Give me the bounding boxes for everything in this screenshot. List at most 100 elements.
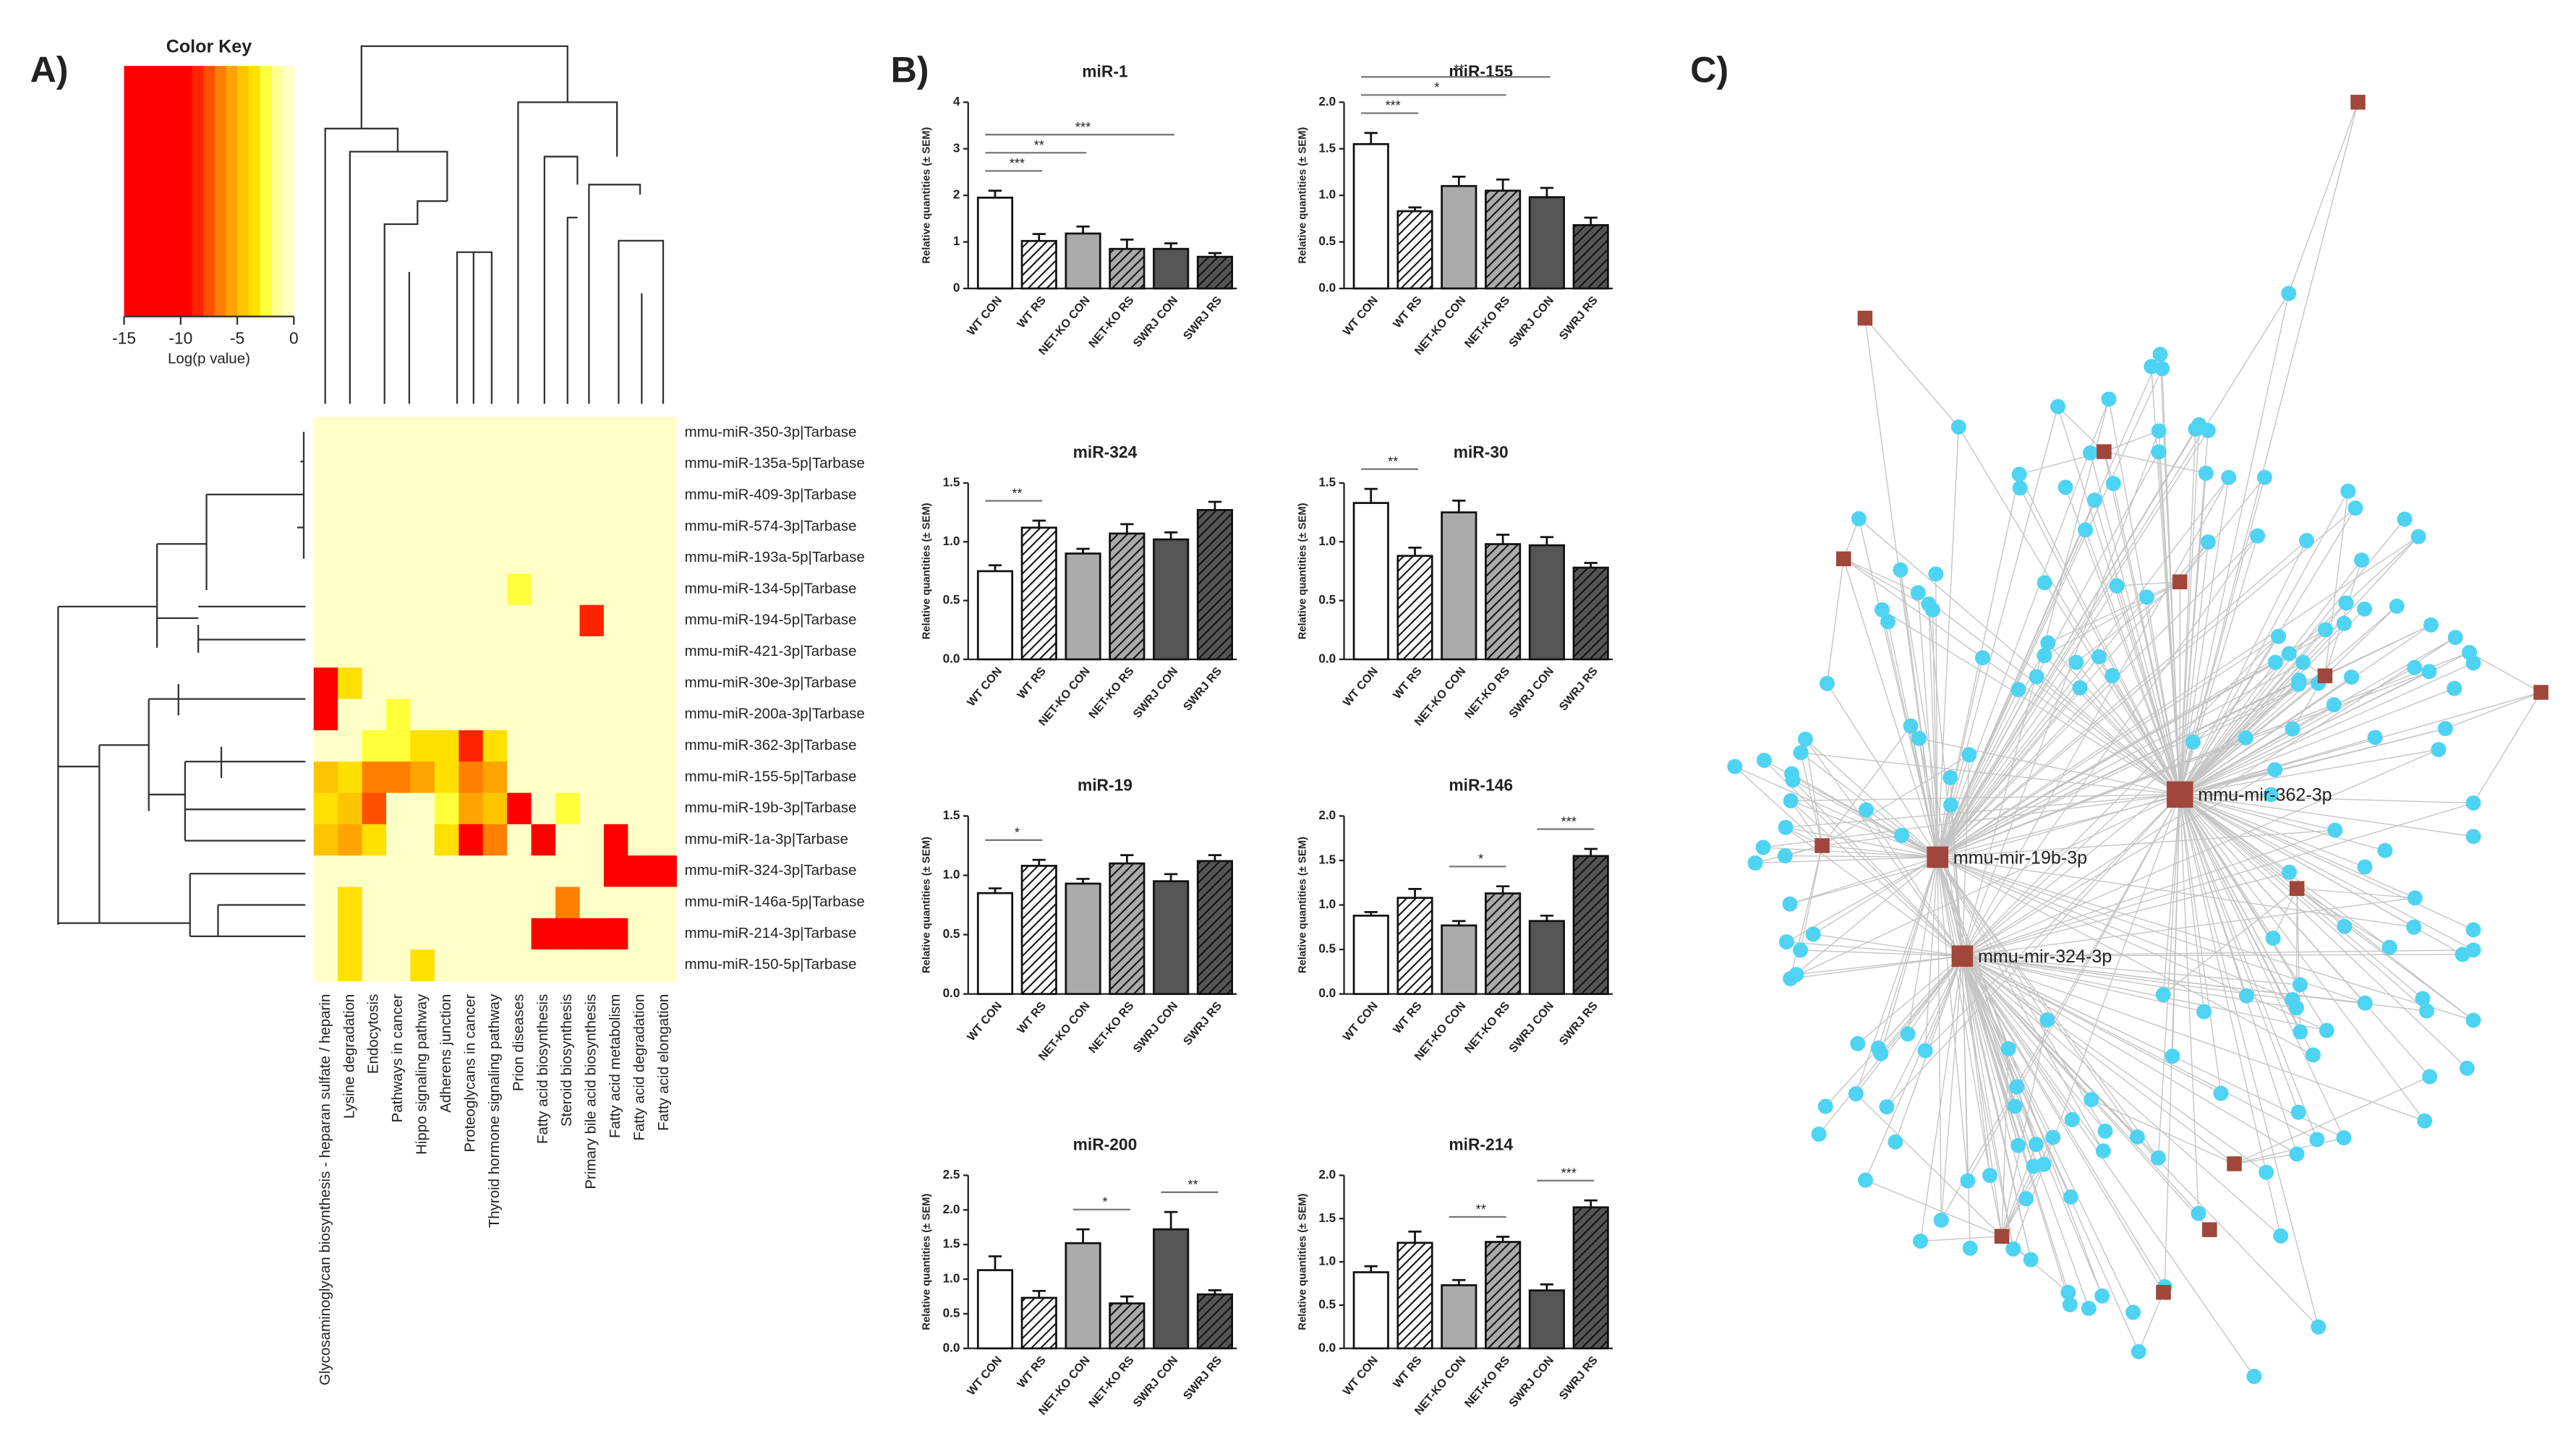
heatmap-cell [579,730,605,762]
bar-chart: miR-200 Relative quantities (± SEM) 0.0 0.5… [921,1135,1237,1417]
network-node [2290,1104,2306,1120]
heatmap-cell [507,887,532,919]
x-tick-label: WT CON [1341,665,1381,709]
network-edge [1937,857,2106,1132]
row-label: mmu-miR-134-5p|Tarbase [685,580,857,597]
network-edge [1937,293,2290,858]
y-tick-label: 0.0 [1318,1341,1336,1354]
network-node [1850,1035,1866,1051]
network-edge [2179,794,2423,999]
network-node [2238,988,2254,1004]
network-target [2317,668,2333,683]
network-node [2063,1189,2078,1205]
network-edge [1937,406,2059,858]
bar [1020,526,1057,661]
heatmap-cell [579,887,605,919]
heatmap-cell [313,918,338,950]
heatmap-cell [362,573,387,606]
network-node [2259,1164,2274,1180]
network-node [2131,1343,2146,1359]
bar [1441,511,1477,661]
network-edge [1937,354,2161,858]
network-edge [2297,888,2415,899]
bar [1352,914,1389,996]
network-edge [1865,1179,2003,1237]
network-edge [2179,623,2345,795]
network-node [2282,864,2298,880]
heatmap-cell [603,416,629,449]
heatmap-cell [362,636,387,668]
network-edge [1804,739,1823,846]
heatmap-cell [579,761,605,794]
significance-label: ** [1476,1202,1486,1217]
heatmap-cell [555,479,581,512]
heatmap-cell [531,698,556,731]
network-node [1783,793,1799,808]
heatmap-cell [313,542,338,575]
network-edge [1935,573,1938,858]
network-node [2086,492,2102,508]
network-edge [1937,687,2081,858]
heatmap-cell [652,698,677,731]
network-edge [1857,955,1963,1044]
network-edge [2079,687,2180,795]
heatmap-cell [555,793,581,825]
heatmap-cell [386,887,411,919]
network-node [2273,1228,2289,1244]
heatmap-cell [482,698,508,731]
y-tick-label: 2.5 [943,1168,960,1182]
color-key-bin [226,66,238,317]
x-tick-label: SWRJ RS [1181,665,1224,714]
network-edge [1962,955,2173,1057]
heatmap-cell [555,918,581,950]
heatmap-cell [531,949,556,982]
heatmap-cell [628,667,653,700]
heatmap-cell [459,636,484,668]
heatmap-cell [507,698,532,731]
significance-label: *** [1561,813,1577,829]
color-key-bin [169,66,182,317]
network-node [2419,1003,2434,1019]
heatmap-cell [652,636,677,668]
y-tick-label: 0 [953,281,960,294]
heatmap-cell [459,479,484,512]
chart-title: miR-1 [1082,61,1128,80]
network-node [2064,1111,2080,1127]
y-axis-label: Relative quantities (± SEM) [1297,1194,1308,1330]
network-node [1933,1212,1949,1228]
network-edge [1961,430,2159,957]
network-edge [2180,748,2439,795]
heatmap-cell [579,918,605,950]
heatmap-cell [603,510,629,543]
column-label: Prion diseases [510,994,526,1091]
bar [1109,862,1146,996]
panel-label: A) [30,50,69,90]
heatmap-cell [507,573,532,606]
network-edge [1937,398,2110,858]
network-node [2213,1085,2229,1101]
network-node [2037,648,2052,664]
heatmap-cell [579,855,605,888]
y-tick-label: 2.0 [943,1202,960,1216]
bar [1020,239,1057,290]
heatmap-cell [603,761,629,794]
heatmap-cell [579,542,605,575]
network-edge [2179,542,2209,795]
panel-label: C) [1690,50,1728,90]
network-edge [2179,794,2301,1033]
heatmap-cell [482,761,508,794]
heatmap-cell [313,636,338,668]
heatmap-cell [386,793,411,825]
network-node [2010,1137,2026,1153]
network-edge [1937,856,2414,928]
network-node [1805,926,1821,942]
network-node [2422,1069,2438,1085]
bar [1572,223,1609,290]
network-edge [1799,845,1823,951]
network-node [2050,398,2066,414]
heatmap-cell [362,448,387,481]
color-key-bin [214,66,227,317]
network-node [2337,918,2353,934]
bar [1196,508,1234,661]
